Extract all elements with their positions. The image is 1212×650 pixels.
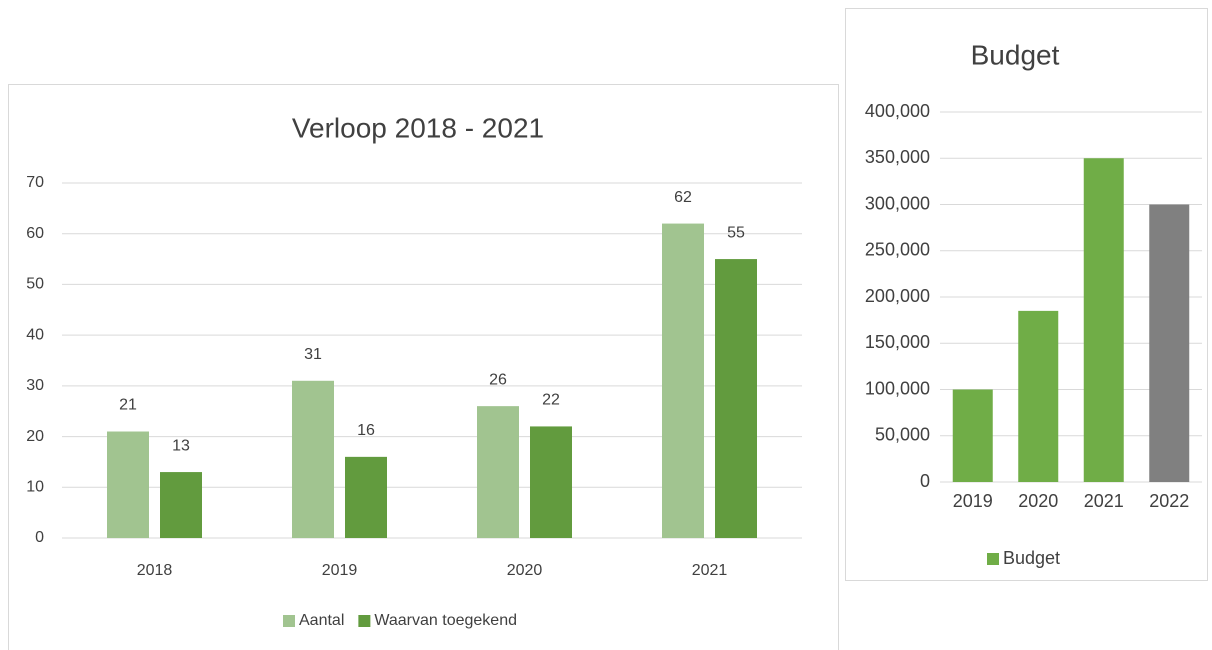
y-tick-label: 250,000: [865, 240, 930, 260]
y-tick-label: 20: [26, 428, 44, 445]
x-tick-label: 2021: [692, 562, 728, 579]
bar: [345, 456, 387, 538]
bar: [1018, 310, 1059, 482]
y-tick-label: 100,000: [865, 378, 930, 398]
x-tick-label: 2020: [1018, 491, 1058, 511]
bar: [107, 431, 149, 538]
bar: [1083, 158, 1124, 482]
data-label: 21: [119, 397, 137, 414]
y-tick-label: 70: [26, 174, 44, 191]
data-label: 31: [304, 346, 322, 363]
chart-title: Verloop 2018 - 2021: [292, 112, 544, 143]
x-tick-label: 2020: [507, 562, 543, 579]
y-tick-label: 50,000: [875, 425, 930, 445]
y-tick-label: 0: [35, 529, 44, 546]
y-tick-label: 200,000: [865, 286, 930, 306]
y-tick-label: 30: [26, 377, 44, 394]
bar: [477, 406, 519, 538]
legend-swatch: [283, 615, 295, 627]
data-label: 26: [489, 371, 507, 388]
bar: [530, 426, 572, 538]
data-label: 13: [172, 437, 190, 454]
x-tick-label: 2018: [137, 562, 173, 579]
y-tick-label: 40: [26, 326, 44, 343]
chart-frame: [845, 8, 1208, 581]
legend-label: Budget: [1003, 548, 1060, 568]
y-tick-label: 50: [26, 276, 44, 293]
legend-swatch: [987, 553, 999, 565]
y-tick-label: 350,000: [865, 147, 930, 167]
y-tick-label: 150,000: [865, 332, 930, 352]
x-tick-label: 2019: [322, 562, 358, 579]
data-label: 62: [674, 189, 692, 206]
y-tick-label: 60: [26, 225, 44, 242]
y-tick-label: 10: [26, 479, 44, 496]
legend-label: Aantal: [299, 612, 344, 629]
data-label: 55: [727, 224, 745, 241]
x-tick-label: 2021: [1084, 491, 1124, 511]
bar: [952, 389, 993, 482]
bar: [662, 223, 704, 539]
data-label: 22: [542, 392, 560, 409]
legend-label: Waarvan toegekend: [374, 612, 517, 629]
y-tick-label: 0: [920, 471, 930, 491]
x-tick-label: 2022: [1149, 491, 1189, 511]
chart-title: Budget: [971, 39, 1060, 70]
bar: [160, 472, 202, 538]
y-tick-label: 400,000: [865, 101, 930, 121]
x-tick-label: 2019: [953, 491, 993, 511]
bar: [292, 380, 334, 538]
bar: [715, 259, 757, 538]
bar: [1149, 204, 1190, 482]
data-label: 16: [357, 422, 375, 439]
legend-swatch: [358, 615, 371, 627]
y-tick-label: 300,000: [865, 193, 930, 213]
